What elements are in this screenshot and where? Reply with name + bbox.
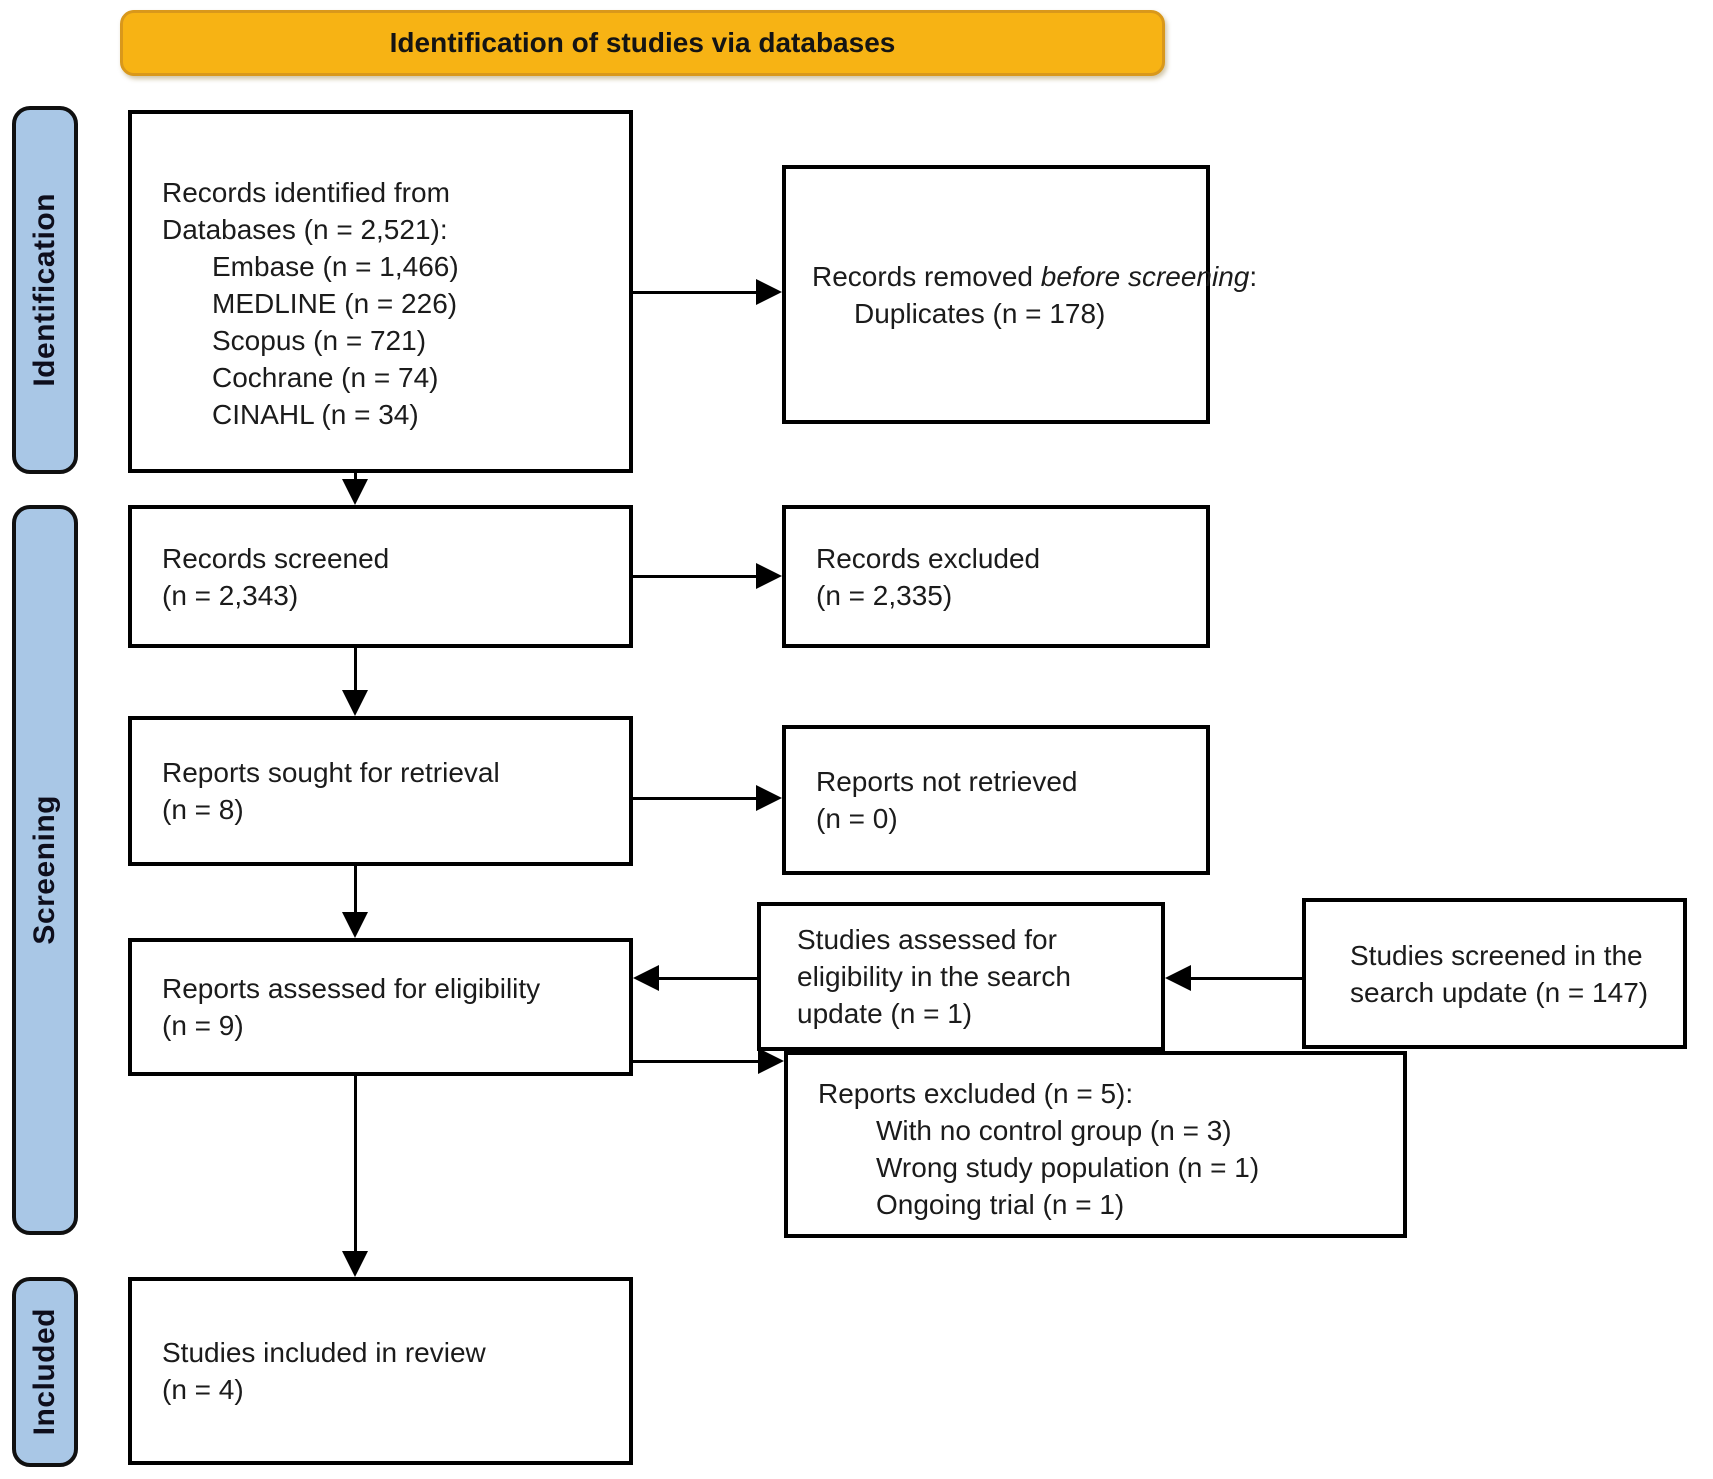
box-reports-not-retrieved: Reports not retrieved (n = 0) bbox=[782, 725, 1210, 875]
box-studies-assessed-update: Studies assessed for eligibility in the … bbox=[757, 902, 1165, 1051]
arrow-line bbox=[354, 866, 357, 914]
sidebar-stage-identification: Identification bbox=[12, 106, 78, 474]
reports-sought-line: Reports sought for retrieval bbox=[162, 757, 500, 788]
box-reports-sought: Reports sought for retrieval (n = 8) bbox=[128, 716, 633, 866]
records-excluded-line: (n = 2,335) bbox=[816, 579, 953, 611]
records-screened-line: (n = 2,343) bbox=[162, 579, 299, 611]
arrow-line bbox=[633, 797, 759, 800]
arrow-line bbox=[657, 977, 757, 980]
records-identified-item: CINAHL (n = 34) bbox=[212, 399, 419, 430]
studies-assessed-update-line: Studies assessed for bbox=[797, 924, 1057, 955]
reports-assessed-line: Reports assessed for eligibility bbox=[162, 973, 541, 1004]
records-removed-line: Records removed before screening: bbox=[812, 258, 1257, 295]
records-identified-item: Cochrane (n = 74) bbox=[212, 362, 439, 393]
arrow-line bbox=[354, 473, 357, 482]
banner-identification-of-studies: Identification of studies via databases bbox=[120, 10, 1165, 76]
studies-screened-update-line: search update (n = 147) bbox=[1350, 976, 1649, 1008]
arrowhead-down-icon bbox=[342, 912, 368, 938]
studies-assessed-update-line: eligibility in the search bbox=[797, 961, 1071, 992]
arrowhead-left-icon bbox=[1165, 965, 1191, 991]
box-records-screened: Records screened (n = 2,343) bbox=[128, 505, 633, 648]
arrowhead-down-icon bbox=[342, 1251, 368, 1277]
arrow-line bbox=[633, 291, 759, 294]
studies-included-line: Studies included in review bbox=[162, 1337, 486, 1368]
records-removed-prefix: Records removed bbox=[812, 260, 1041, 292]
box-studies-screened-update: Studies screened in the search update (n… bbox=[1302, 898, 1687, 1049]
reports-excluded-item: Ongoing trial (n = 1) bbox=[876, 1189, 1125, 1220]
arrowhead-right-icon bbox=[756, 563, 782, 589]
box-records-identified: Records identified from Databases (n = 2… bbox=[128, 110, 633, 473]
sidebar-stage-included-label: Included bbox=[28, 1308, 61, 1436]
box-reports-assessed: Reports assessed for eligibility (n = 9) bbox=[128, 938, 633, 1076]
records-excluded-line: Records excluded bbox=[816, 542, 1041, 574]
records-removed-item: Duplicates (n = 178) bbox=[854, 297, 1106, 329]
records-removed-suffix: : bbox=[1249, 260, 1258, 292]
arrowhead-right-icon bbox=[756, 785, 782, 811]
records-identified-item: Scopus (n = 721) bbox=[212, 325, 427, 356]
arrow-line bbox=[354, 1076, 357, 1253]
arrow-line bbox=[354, 648, 357, 692]
studies-included-line: (n = 4) bbox=[162, 1374, 244, 1405]
arrowhead-down-icon bbox=[342, 479, 368, 505]
box-studies-included: Studies included in review (n = 4) bbox=[128, 1277, 633, 1465]
arrow-line bbox=[1189, 977, 1302, 980]
sidebar-stage-screening-label: Screening bbox=[28, 795, 61, 945]
records-removed-italic: before screening bbox=[1040, 260, 1250, 292]
records-identified-item: MEDLINE (n = 226) bbox=[212, 288, 458, 319]
arrow-line bbox=[633, 1060, 761, 1063]
reports-excluded-item: With no control group (n = 3) bbox=[876, 1115, 1232, 1146]
studies-screened-update-line: Studies screened in the bbox=[1350, 939, 1643, 971]
arrowhead-left-icon bbox=[633, 965, 659, 991]
arrow-line bbox=[633, 575, 759, 578]
box-reports-excluded-reasons: Reports excluded (n = 5): With no contro… bbox=[784, 1051, 1407, 1238]
sidebar-stage-screening: Screening bbox=[12, 505, 78, 1235]
reports-sought-line: (n = 8) bbox=[162, 794, 244, 825]
arrowhead-down-icon bbox=[342, 690, 368, 716]
records-identified-line: Databases (n = 2,521): bbox=[162, 214, 448, 245]
sidebar-stage-identification-label: Identification bbox=[28, 193, 61, 387]
reports-excluded-heading: Reports excluded (n = 5): bbox=[818, 1078, 1134, 1109]
records-screened-line: Records screened bbox=[162, 542, 390, 574]
studies-assessed-update-line: update (n = 1) bbox=[797, 998, 973, 1029]
arrowhead-right-icon bbox=[756, 279, 782, 305]
reports-assessed-line: (n = 9) bbox=[162, 1010, 244, 1041]
records-identified-item: Embase (n = 1,466) bbox=[212, 251, 459, 282]
arrowhead-right-icon bbox=[758, 1048, 784, 1074]
reports-not-retrieved-line: Reports not retrieved bbox=[816, 766, 1078, 797]
sidebar-stage-included: Included bbox=[12, 1277, 78, 1467]
box-records-excluded: Records excluded (n = 2,335) bbox=[782, 505, 1210, 648]
reports-not-retrieved-line: (n = 0) bbox=[816, 803, 898, 834]
records-identified-line: Records identified from bbox=[162, 177, 450, 208]
banner-label: Identification of studies via databases bbox=[389, 27, 896, 58]
box-records-removed: Records removed before screening: Duplic… bbox=[782, 165, 1257, 424]
reports-excluded-item: Wrong study population (n = 1) bbox=[876, 1152, 1260, 1183]
